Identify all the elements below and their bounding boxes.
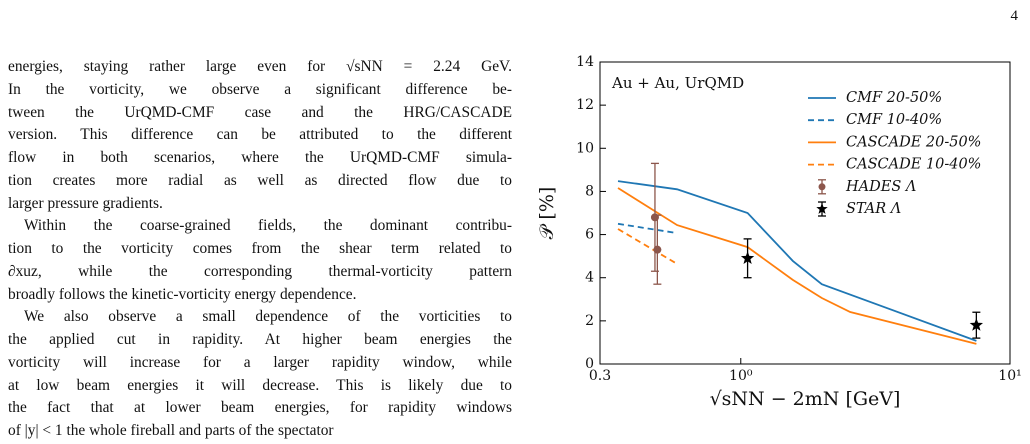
legend-label: CMF 20-50% (846, 90, 942, 106)
legend-label: STAR Λ (846, 201, 901, 217)
x-tick-label: 0.3 (589, 368, 611, 384)
y-axis-label: 𝒫 [%] (536, 187, 558, 240)
text-line: at low beam energies it will decrease. T… (8, 376, 512, 394)
y-tick-label: 12 (576, 97, 594, 113)
series-line (617, 180, 977, 342)
y-tick-label: 2 (585, 313, 594, 329)
series-line (617, 187, 977, 345)
text-line: the applied cut in rapidity. At higher b… (8, 331, 512, 348)
text-line: energies, staying rather large even for … (8, 58, 512, 75)
page-number: 4 (1010, 8, 1019, 24)
text-line: of |y| < 1 the whole fireball and parts … (8, 422, 334, 439)
legend-label: CMF 10-40% (846, 112, 942, 128)
text-line: In the vorticity, we observe a significa… (8, 80, 512, 98)
legend-label: CASCADE 10-40% (846, 157, 981, 173)
y-tick-label: 14 (576, 54, 594, 70)
x-tick-label: 10⁰ (729, 368, 753, 384)
text-line: vorticity will increase for a larger rap… (8, 353, 512, 371)
star-marker (740, 251, 755, 264)
text-line: flow in both scenarios, where the UrQMD-… (8, 149, 512, 166)
series-line (617, 228, 678, 265)
y-tick-label: 8 (585, 183, 594, 199)
legend-label: HADES Λ (845, 179, 916, 195)
plot-frame (599, 61, 1011, 365)
series-line (617, 222, 678, 234)
text-line: Within the coarse-grained fields, the do… (24, 217, 512, 235)
annotation: Au + Au, UrQMD (611, 74, 744, 92)
text-line: We also observe a small dependence of th… (24, 308, 512, 326)
x-axis-label: √sNN − 2mN [GeV] (710, 388, 901, 410)
circle-marker (653, 245, 662, 254)
text-line: larger pressure gradients. (8, 194, 163, 212)
text-line: tween the UrQMD-CMF case and the HRG/CAS… (8, 103, 512, 121)
text-line: broadly follows the kinetic-vorticity en… (8, 285, 357, 303)
y-tick-label: 4 (585, 270, 594, 286)
legend-star (816, 203, 828, 214)
y-tick-label: 6 (585, 227, 594, 243)
body-text: energies, staying rather large even for … (8, 56, 512, 443)
legend-circle (818, 183, 826, 191)
star-marker (969, 318, 983, 331)
text-line: ∂xuz, while the corresponding thermal-vo… (8, 262, 512, 280)
text-line: version. This difference can be attribut… (8, 126, 512, 144)
text-line: tion to the vorticity comes from the she… (8, 240, 512, 257)
legend-label: CASCADE 20-50% (846, 134, 981, 150)
x-tick-label: 10¹ (998, 368, 1021, 384)
text-line: the fact that at lower beam energies, fo… (8, 399, 512, 417)
y-tick-label: 10 (576, 140, 594, 156)
text-line: tion creates more radial as well as dire… (8, 171, 512, 189)
y-tick-label: 0 (585, 356, 594, 372)
